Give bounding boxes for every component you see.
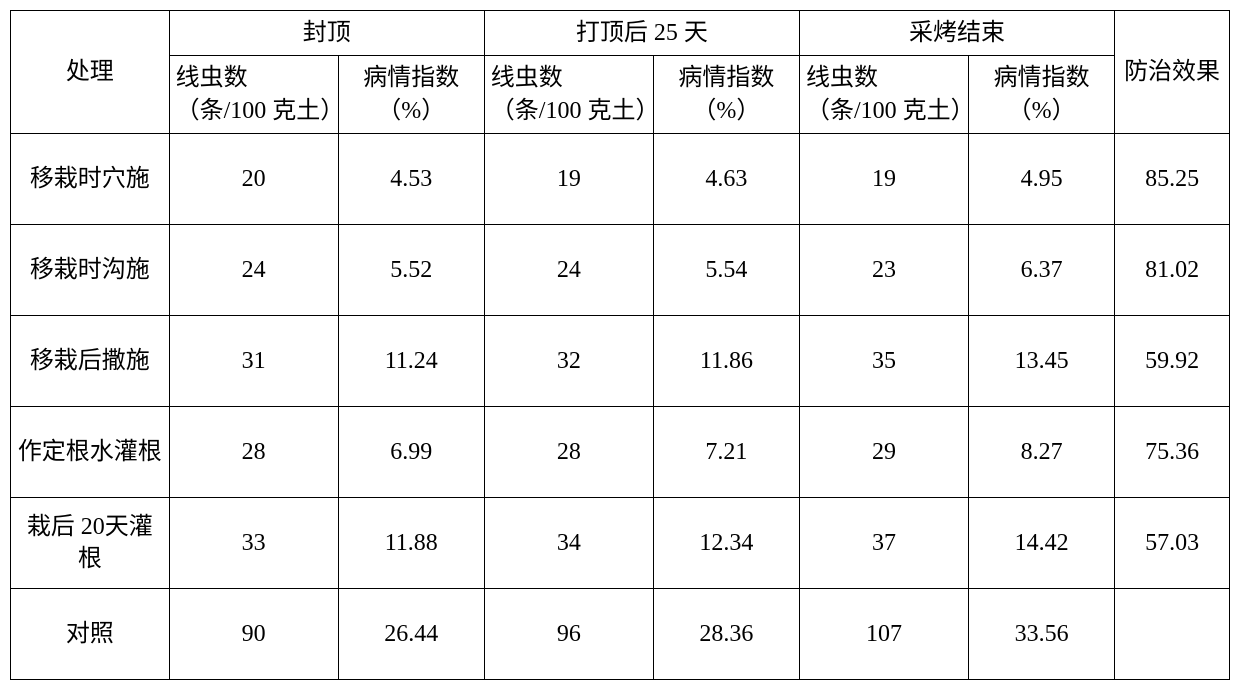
data-table: 处理 封顶 打顶后 25 天 采烤结束 防治效果 线虫数（条/100 克土） 病… [10, 10, 1230, 680]
cell-effect: 85.25 [1115, 134, 1230, 225]
cell-p3-nematode: 19 [799, 134, 968, 225]
cell-p3-disease: 14.42 [969, 498, 1115, 589]
header-phase-1: 封顶 [169, 11, 484, 56]
cell-p1-nematode: 20 [169, 134, 338, 225]
header-p3-disease: 病情指数（%） [969, 56, 1115, 134]
cell-p2-nematode: 34 [484, 498, 653, 589]
header-phase-3: 采烤结束 [799, 11, 1114, 56]
cell-p2-disease: 28.36 [653, 589, 799, 680]
cell-p3-disease: 8.27 [969, 407, 1115, 498]
table-row: 移栽时沟施 24 5.52 24 5.54 23 6.37 81.02 [11, 225, 1230, 316]
table-row: 移栽后撒施 31 11.24 32 11.86 35 13.45 59.92 [11, 316, 1230, 407]
table-row: 对照 90 26.44 96 28.36 107 33.56 [11, 589, 1230, 680]
cell-p2-nematode: 96 [484, 589, 653, 680]
header-treatment: 处理 [11, 11, 170, 134]
table-row: 栽后 20天灌根 33 11.88 34 12.34 37 14.42 57.0… [11, 498, 1230, 589]
header-phase-2: 打顶后 25 天 [484, 11, 799, 56]
cell-p1-disease: 26.44 [338, 589, 484, 680]
row-label: 移栽时穴施 [11, 134, 170, 225]
cell-p3-disease: 13.45 [969, 316, 1115, 407]
header-row-1: 处理 封顶 打顶后 25 天 采烤结束 防治效果 [11, 11, 1230, 56]
cell-p1-nematode: 90 [169, 589, 338, 680]
header-effect: 防治效果 [1115, 11, 1230, 134]
cell-p1-nematode: 28 [169, 407, 338, 498]
cell-effect: 75.36 [1115, 407, 1230, 498]
row-label: 移栽后撒施 [11, 316, 170, 407]
cell-effect: 59.92 [1115, 316, 1230, 407]
table-row: 移栽时穴施 20 4.53 19 4.63 19 4.95 85.25 [11, 134, 1230, 225]
cell-p3-nematode: 37 [799, 498, 968, 589]
header-p2-nematode: 线虫数（条/100 克土） [484, 56, 653, 134]
cell-p3-nematode: 23 [799, 225, 968, 316]
cell-effect [1115, 589, 1230, 680]
header-p3-nematode: 线虫数（条/100 克土） [799, 56, 968, 134]
cell-p2-disease: 12.34 [653, 498, 799, 589]
cell-p1-nematode: 31 [169, 316, 338, 407]
cell-p2-disease: 5.54 [653, 225, 799, 316]
cell-p3-disease: 6.37 [969, 225, 1115, 316]
header-p1-disease: 病情指数（%） [338, 56, 484, 134]
cell-p3-nematode: 107 [799, 589, 968, 680]
cell-p3-disease: 33.56 [969, 589, 1115, 680]
cell-p2-nematode: 32 [484, 316, 653, 407]
cell-p1-nematode: 33 [169, 498, 338, 589]
cell-p2-disease: 7.21 [653, 407, 799, 498]
cell-p3-nematode: 29 [799, 407, 968, 498]
cell-p1-disease: 4.53 [338, 134, 484, 225]
header-p2-disease: 病情指数（%） [653, 56, 799, 134]
cell-p2-nematode: 19 [484, 134, 653, 225]
table-row: 作定根水灌根 28 6.99 28 7.21 29 8.27 75.36 [11, 407, 1230, 498]
cell-p1-nematode: 24 [169, 225, 338, 316]
cell-p1-disease: 11.24 [338, 316, 484, 407]
cell-effect: 81.02 [1115, 225, 1230, 316]
cell-p3-nematode: 35 [799, 316, 968, 407]
row-label: 对照 [11, 589, 170, 680]
cell-p2-nematode: 24 [484, 225, 653, 316]
cell-p2-disease: 4.63 [653, 134, 799, 225]
cell-p2-disease: 11.86 [653, 316, 799, 407]
row-label: 移栽时沟施 [11, 225, 170, 316]
cell-effect: 57.03 [1115, 498, 1230, 589]
header-row-2: 线虫数（条/100 克土） 病情指数（%） 线虫数（条/100 克土） 病情指数… [11, 56, 1230, 134]
cell-p1-disease: 5.52 [338, 225, 484, 316]
row-label: 作定根水灌根 [11, 407, 170, 498]
header-p1-nematode: 线虫数（条/100 克土） [169, 56, 338, 134]
table-body: 移栽时穴施 20 4.53 19 4.63 19 4.95 85.25 移栽时沟… [11, 134, 1230, 680]
cell-p2-nematode: 28 [484, 407, 653, 498]
row-label: 栽后 20天灌根 [11, 498, 170, 589]
cell-p3-disease: 4.95 [969, 134, 1115, 225]
cell-p1-disease: 11.88 [338, 498, 484, 589]
cell-p1-disease: 6.99 [338, 407, 484, 498]
